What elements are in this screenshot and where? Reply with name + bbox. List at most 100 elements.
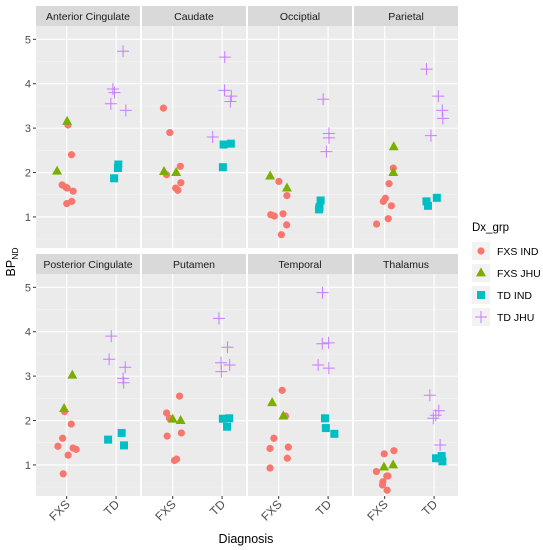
facet-title: Anterior Cingulate — [46, 11, 130, 23]
facet-strip — [354, 254, 458, 274]
legend-item: FXS JHU — [472, 264, 541, 282]
legend-swatch — [476, 267, 486, 277]
data-point — [108, 86, 121, 99]
facet-title: Caudate — [174, 11, 214, 23]
facet-title: Temporal — [278, 259, 321, 271]
data-point — [117, 376, 130, 389]
data-point — [437, 452, 446, 461]
x-tick-label: TD — [207, 497, 228, 518]
data-point — [218, 163, 227, 172]
panel-background — [142, 26, 246, 248]
legend-item: TD JHU — [472, 308, 534, 326]
x-tick-label: FXS — [258, 497, 284, 523]
data-point — [225, 90, 238, 103]
data-point — [372, 220, 381, 228]
panel-background — [248, 26, 352, 248]
facet-title: Posterior Cingulate — [43, 259, 132, 271]
legend-swatch — [477, 247, 485, 255]
data-point — [279, 210, 287, 218]
x-tick-label: TD — [419, 497, 440, 518]
data-point — [321, 424, 330, 433]
data-point — [432, 90, 445, 103]
data-point — [59, 402, 70, 412]
data-point — [52, 165, 63, 175]
facet-title: Parietal — [388, 11, 424, 23]
data-point — [423, 201, 432, 210]
facet-panel: Parietal — [354, 6, 458, 248]
data-point — [432, 454, 441, 463]
data-point — [283, 454, 291, 462]
data-point — [424, 129, 437, 142]
data-point — [383, 486, 391, 494]
data-point — [218, 84, 231, 97]
facet-strip — [36, 254, 140, 274]
data-point — [378, 481, 387, 489]
facet-strip — [248, 6, 352, 26]
data-point — [283, 192, 291, 200]
facet-title: Occiptial — [280, 11, 320, 23]
legend-swatch — [477, 291, 485, 299]
data-point — [322, 362, 335, 375]
data-point — [266, 444, 274, 453]
data-point — [390, 447, 398, 455]
data-point — [423, 389, 436, 402]
data-point — [275, 177, 283, 185]
data-point — [223, 422, 232, 431]
data-point — [316, 337, 329, 350]
facet-strip — [36, 6, 140, 26]
facet-panel: Caudate — [142, 6, 246, 248]
data-point — [378, 461, 389, 471]
legend-label: FXS JHU — [497, 268, 541, 280]
data-point — [317, 93, 330, 106]
data-point — [270, 212, 278, 220]
facet-strip — [142, 254, 246, 274]
data-point — [266, 464, 274, 472]
data-point — [427, 412, 440, 425]
data-point — [110, 174, 119, 183]
data-point — [388, 166, 399, 176]
data-point — [278, 386, 286, 394]
data-point — [64, 451, 72, 459]
data-point — [267, 397, 278, 407]
data-point — [322, 336, 335, 349]
data-point — [105, 330, 118, 343]
legend: Dx_grp FXS IND FXS JHU TD IND TD JHU — [472, 222, 541, 326]
data-point — [215, 365, 228, 378]
data-point — [223, 359, 236, 372]
data-point — [114, 160, 123, 169]
facet-panel: Occiptial — [248, 6, 352, 248]
data-point — [175, 392, 184, 400]
data-point — [322, 131, 335, 144]
x-tick-label: TD — [313, 497, 334, 518]
facet-panel: Anterior Cingulate — [36, 6, 140, 248]
y-axis-title-subscript: ND — [10, 248, 20, 260]
data-point — [171, 166, 182, 176]
data-point — [226, 139, 235, 148]
data-point — [388, 459, 399, 469]
x-tick-label: FXS — [46, 497, 72, 523]
data-point — [162, 409, 171, 417]
data-point — [432, 193, 441, 202]
y-axis-title: BPND — [4, 248, 20, 277]
facet-title: Putamen — [173, 259, 215, 271]
data-point — [278, 410, 289, 420]
data-point — [315, 205, 324, 214]
data-point — [120, 441, 129, 450]
legend-swatch — [475, 311, 487, 323]
data-point — [119, 104, 132, 117]
facet-panel: Thalamus — [354, 254, 458, 496]
data-point — [429, 409, 442, 422]
data-point — [63, 200, 71, 208]
facet-strip — [142, 6, 246, 26]
data-point — [330, 429, 339, 438]
data-point — [434, 438, 447, 451]
data-point — [59, 434, 67, 442]
panel-background — [36, 274, 140, 496]
legend-label: FXS IND — [497, 246, 539, 258]
y-tick-label: 3 — [25, 371, 31, 383]
data-point — [104, 435, 113, 444]
x-tick-label: FXS — [364, 497, 390, 523]
data-point — [177, 429, 185, 437]
data-point — [438, 457, 447, 466]
legend-title: Dx_grp — [472, 222, 509, 234]
